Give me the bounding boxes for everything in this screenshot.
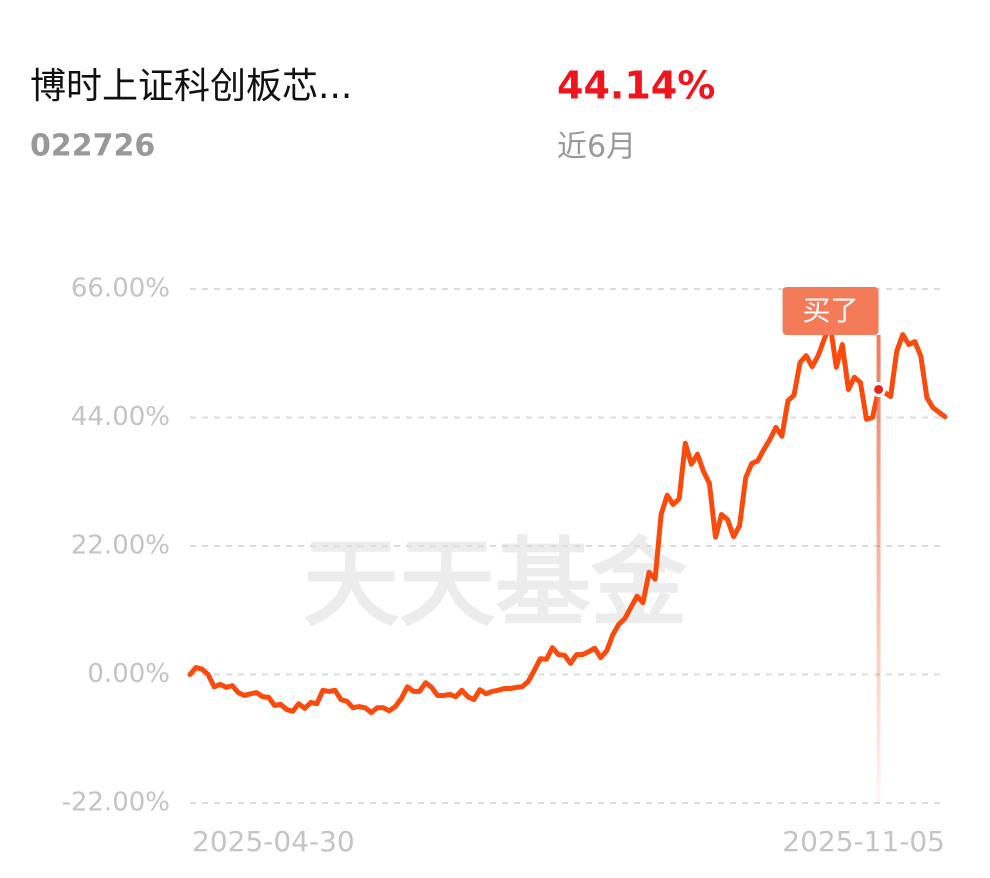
- x-tick-label: 2025-04-30: [192, 825, 355, 858]
- fund-code: 022726: [30, 129, 155, 164]
- buy-line: [876, 335, 881, 803]
- fund-title: 博时上证科创板芯...: [30, 66, 352, 107]
- buy-tag-text: 买了: [803, 294, 859, 327]
- x-tick-label: 2025-11-05: [782, 825, 945, 858]
- y-tick-label: 66.00%: [71, 274, 170, 304]
- series-line: [187, 322, 948, 715]
- y-tick-label: -22.00%: [61, 788, 170, 818]
- watermark: 天天基金: [303, 527, 688, 639]
- y-tick-label: 22.00%: [71, 531, 170, 561]
- y-tick-label: 44.00%: [71, 402, 170, 432]
- buy-tag-box: [782, 287, 879, 335]
- y-tick-label: 0.00%: [87, 659, 170, 689]
- buy-point: [871, 381, 887, 397]
- period-label: 近6月: [557, 130, 636, 165]
- return-value: 44.14%: [557, 64, 715, 108]
